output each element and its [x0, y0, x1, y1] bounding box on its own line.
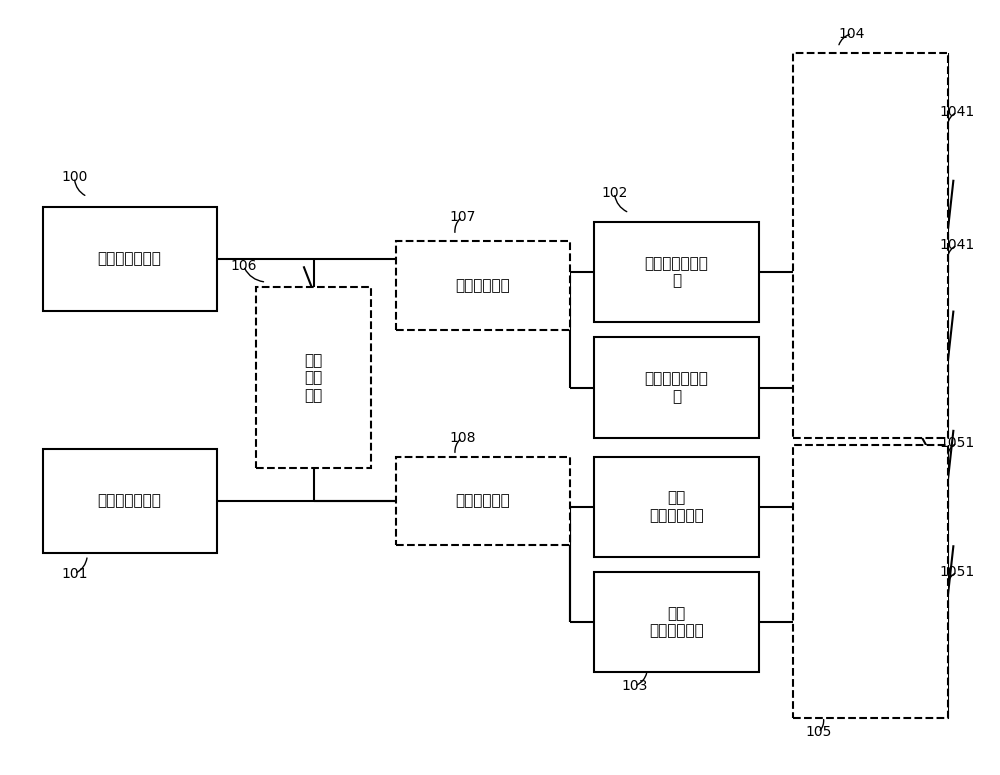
- Text: 1041: 1041: [940, 105, 975, 119]
- Text: 105: 105: [805, 725, 831, 739]
- Bar: [594, 572, 759, 672]
- Text: 102: 102: [601, 186, 628, 200]
- Text: 106: 106: [230, 259, 257, 273]
- Text: 100: 100: [61, 170, 88, 184]
- Text: 第一射频发送模
块: 第一射频发送模 块: [645, 256, 708, 288]
- Text: 第三开关组件: 第三开关组件: [455, 494, 510, 508]
- Bar: [793, 53, 948, 438]
- Text: 第一
开关
组件: 第一 开关 组件: [304, 353, 323, 403]
- Text: 104: 104: [839, 26, 865, 40]
- Text: 101: 101: [61, 567, 88, 580]
- Text: 第二
射频发送模块: 第二 射频发送模块: [649, 491, 704, 523]
- Text: 第二信号发射机: 第二信号发射机: [98, 494, 162, 508]
- Bar: [256, 288, 371, 468]
- Bar: [396, 241, 570, 330]
- Bar: [43, 449, 217, 553]
- Text: 108: 108: [449, 431, 475, 445]
- Text: 第一射频发送模
块: 第一射频发送模 块: [645, 371, 708, 404]
- Text: 第二开关组件: 第二开关组件: [455, 278, 510, 293]
- Text: 107: 107: [449, 210, 475, 224]
- Text: 1051: 1051: [940, 436, 975, 450]
- Text: 第二
射频发送模块: 第二 射频发送模块: [649, 606, 704, 639]
- Text: 1051: 1051: [940, 565, 975, 579]
- Text: 103: 103: [621, 679, 647, 693]
- Bar: [43, 207, 217, 311]
- Text: 1041: 1041: [940, 238, 975, 252]
- Bar: [594, 456, 759, 556]
- Bar: [594, 337, 759, 438]
- Text: 第一信号发射机: 第一信号发射机: [98, 251, 162, 266]
- Bar: [793, 445, 948, 718]
- Bar: [594, 222, 759, 322]
- Bar: [396, 456, 570, 546]
